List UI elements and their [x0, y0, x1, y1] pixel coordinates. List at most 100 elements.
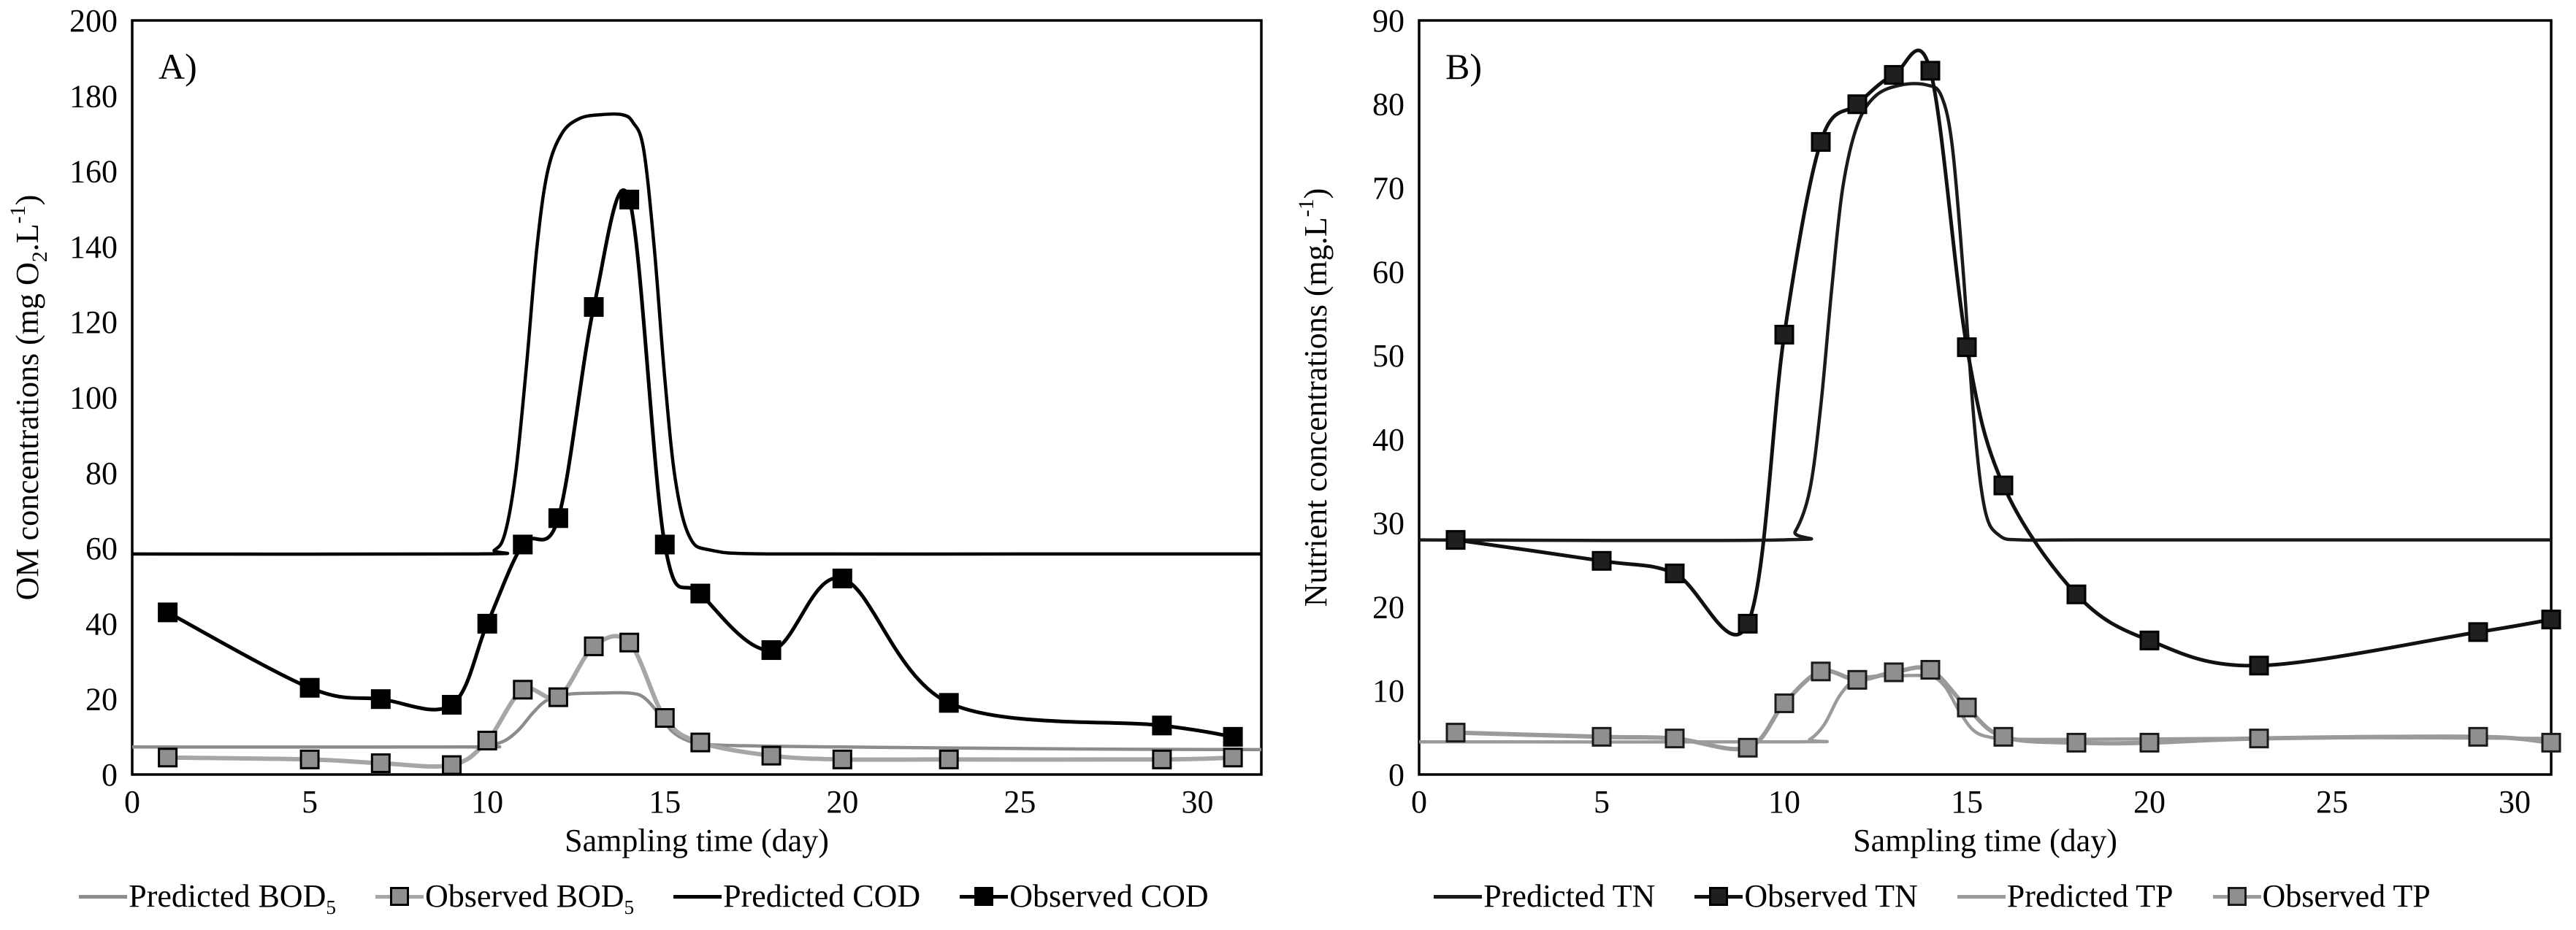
marker-observed-cod — [370, 689, 391, 710]
marker-observed-bod5 — [299, 749, 320, 769]
marker-observed-cod — [761, 640, 781, 661]
y-axis-tick-label: 20 — [85, 682, 118, 718]
marker-observed-bod5 — [442, 755, 462, 775]
marker-observed-cod — [1223, 726, 1243, 747]
legend-item-predicted-tp: Predicted TP — [1957, 877, 2174, 915]
marker-observed-tn — [1993, 475, 2014, 496]
marker-observed-cod — [1152, 715, 1172, 736]
x-axis-tick-label: 15 — [1951, 784, 1983, 820]
legend-line-icon — [79, 885, 128, 907]
legend-item-observed-tp: Observed TP — [2212, 877, 2431, 915]
y-axis-title: Nutrient concentrations (mg.L-1) — [1294, 188, 1334, 607]
x-axis-tick-label: 25 — [1004, 784, 1036, 820]
marker-observed-tn — [1884, 65, 1904, 85]
legend-item-predicted-tn: Predicted TN — [1434, 877, 1655, 915]
x-axis-tick-label: 0 — [124, 784, 140, 820]
marker-observed-bod5 — [1223, 748, 1243, 768]
legend-label: Predicted COD — [723, 878, 921, 914]
legend-square-marker-icon — [1694, 885, 1743, 907]
marker-observed-cod — [654, 534, 675, 555]
marker-observed-bod5 — [761, 745, 781, 766]
marker-observed-tp — [1665, 729, 1685, 749]
y-axis-title: OM concentrations (mg O2.L-1) — [6, 195, 52, 601]
y-axis-tick-label: 60 — [85, 531, 118, 566]
marker-observed-tp — [2541, 732, 2561, 753]
x-axis-tick-label: 0 — [1411, 784, 1427, 820]
chart-panel-a: 0 20 40 60 80 100 120 140 160 180 200 0 5 10 15 20 25 30 S… — [0, 3, 1288, 918]
marker-observed-cod — [619, 189, 640, 210]
marker-observed-bod5 — [654, 708, 675, 729]
marker-observed-cod — [690, 583, 711, 604]
legend-label: Predicted BOD5 — [129, 878, 336, 918]
marker-observed-tp — [1774, 693, 1795, 713]
marker-observed-cod — [513, 534, 533, 555]
marker-observed-tp — [1811, 661, 1831, 682]
series-line-predicted-tn — [1418, 82, 2551, 542]
marker-observed-tn — [1920, 61, 1941, 81]
marker-observed-cod — [158, 602, 178, 623]
marker-observed-tp — [1884, 662, 1904, 683]
y-axis-tick-label: 40 — [85, 606, 118, 642]
marker-observed-bod5 — [370, 753, 391, 774]
chart-panel-b: 0 10 20 30 40 50 60 70 80 90 0 5 10 15 20 25 30 Sampling … — [1288, 0, 2576, 930]
y-axis-tick-label: 20 — [1372, 589, 1404, 625]
marker-observed-tp — [2468, 726, 2488, 747]
marker-observed-bod5 — [619, 632, 640, 653]
x-axis-tick-label: 15 — [649, 784, 681, 820]
marker-observed-bod5 — [690, 732, 711, 753]
y-axis-tick-label: 0 — [102, 757, 118, 793]
legend-item-predicted-cod: Predicted COD — [673, 877, 920, 915]
legend-line-icon — [1434, 885, 1483, 907]
legend-line-icon — [673, 885, 722, 907]
marker-observed-bod5 — [1152, 749, 1172, 769]
marker-observed-tp — [1445, 723, 1466, 743]
x-axis-tick-label: 5 — [302, 784, 318, 820]
marker-observed-cod — [442, 694, 462, 715]
y-axis-tick-label: 180 — [69, 78, 118, 114]
marker-observed-tp — [1993, 726, 2014, 747]
legend-a: Predicted BOD5 Observed BOD5 Predicted COD… — [0, 877, 1288, 918]
marker-observed-tp — [2249, 729, 2269, 749]
marker-observed-cod — [584, 297, 604, 318]
marker-observed-tn — [1811, 131, 1831, 152]
panel-label: B) — [1445, 46, 1482, 87]
marker-observed-tn — [1738, 613, 1758, 634]
marker-observed-cod — [939, 693, 959, 713]
marker-observed-bod5 — [832, 749, 852, 769]
y-axis-tick-label: 0 — [1388, 757, 1404, 793]
x-axis-title: Sampling time (day) — [1853, 823, 2117, 858]
chart-svg-a: 0 20 40 60 80 100 120 140 160 180 200 0 5 10 15 20 25 30 S… — [6, 3, 1263, 858]
marker-observed-bod5 — [477, 731, 497, 751]
y-axis-tick-label: 30 — [1372, 506, 1404, 542]
series-line-predicted-cod — [131, 112, 1261, 556]
marker-observed-cod — [299, 677, 320, 698]
panel-label: A) — [158, 46, 197, 87]
marker-observed-bod5 — [513, 680, 533, 700]
chart-svg-b: 0 10 20 30 40 50 60 70 80 90 0 5 10 15 20 25 30 Sampling … — [1294, 3, 2561, 858]
marker-observed-cod — [477, 613, 497, 634]
marker-observed-tp — [2139, 732, 2160, 753]
legend-label: Observed COD — [1009, 878, 1209, 914]
y-axis-tick-label: 70 — [1372, 171, 1404, 207]
x-axis-tick-label: 10 — [1768, 784, 1800, 820]
legend-square-marker-icon — [960, 885, 1009, 907]
series-line-predicted-tp — [1418, 673, 2552, 744]
marker-observed-tn — [1591, 550, 1612, 571]
marker-observed-tn — [1665, 564, 1685, 584]
marker-observed-tn — [1847, 94, 1868, 115]
legend-label: Observed TP — [2262, 878, 2431, 914]
x-axis-tick-label: 25 — [2316, 784, 2348, 820]
legend-item-observed-bod5: Observed BOD5 — [375, 877, 635, 918]
legend-item-predicted-bod5: Predicted BOD5 — [79, 877, 336, 918]
marker-observed-tp — [1957, 697, 1977, 718]
marker-observed-tn — [1445, 530, 1466, 550]
marker-observed-tp — [1920, 660, 1941, 680]
marker-observed-cod — [548, 508, 568, 529]
y-axis-tick-label: 60 — [1372, 254, 1404, 290]
y-axis-tick-label: 160 — [69, 154, 118, 190]
legend-item-observed-cod: Observed COD — [960, 877, 1209, 915]
series-line-observed-cod — [167, 188, 1234, 739]
legend-label: Observed BOD5 — [424, 878, 635, 918]
marker-observed-tp — [2066, 732, 2087, 753]
legend-label: Predicted TP — [2006, 878, 2174, 914]
